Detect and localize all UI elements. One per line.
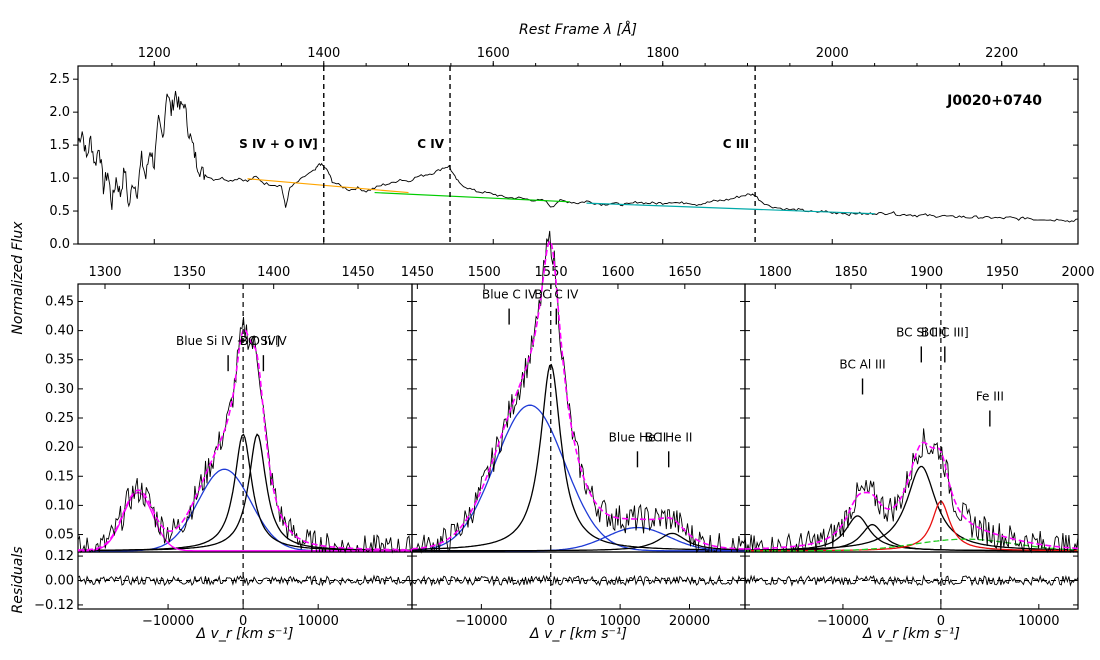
bottom-ytick-label: 0.40 — [45, 324, 74, 339]
panel-top-tick-label: 1650 — [668, 265, 701, 280]
velocity-tick-label: −10000 — [817, 614, 869, 629]
residuals-axis-label: Residuals — [10, 546, 26, 613]
bottom-ytick-label: 0.25 — [45, 411, 74, 426]
top-ytick-label: 2.0 — [49, 105, 70, 120]
data-spectrum — [744, 428, 1079, 554]
panel-top-tick-label: 1450 — [401, 265, 434, 280]
data-spectrum — [411, 230, 746, 554]
top-ytick-label: 2.5 — [49, 72, 70, 87]
resid-ytick-label: −0.12 — [34, 598, 74, 613]
panel-siiv-frame — [77, 283, 413, 553]
velocity-axis-label: Δ v_r [km s⁻¹] — [529, 626, 627, 642]
component-profile — [78, 468, 412, 552]
resid-ytick-label: 0.00 — [45, 574, 74, 589]
line-marker-label: C IV — [417, 137, 444, 151]
component-profile — [411, 404, 745, 552]
velocity-tick-label: 0 — [547, 614, 555, 629]
panel-civ-frame — [411, 283, 746, 553]
component-label: BC C III] — [921, 325, 969, 339]
component-label: BC He II — [645, 430, 693, 444]
component-label: Blue C IV — [482, 288, 537, 302]
object-name: J0020+0740 — [946, 93, 1042, 109]
bottom-ytick-label: 0.20 — [45, 440, 74, 455]
panel-top-tick-label: 1500 — [468, 265, 501, 280]
top-xtick-label: 1800 — [646, 46, 679, 61]
panel-ciii-frame — [744, 283, 1079, 553]
component-label: BC Al III — [839, 357, 885, 371]
top-ytick-label: 1.5 — [49, 138, 70, 153]
velocity-tick-label: −10000 — [142, 614, 194, 629]
top-xtick-label: 1600 — [477, 46, 510, 61]
panel-top-tick-label: 1950 — [986, 265, 1019, 280]
residuals-line — [411, 574, 746, 587]
top-panel-layer: 1200 1400 1600 1800 2000 2200 0.0 0.5 1.0 1.5 2.0 2… — [49, 46, 1079, 252]
top-xtick-label: 2000 — [816, 46, 849, 61]
velocity-tick-label: 20000 — [669, 614, 710, 629]
panel-top-tick-label: 1350 — [173, 265, 206, 280]
velocity-axis-label: Δ v_r [km s⁻¹] — [196, 626, 294, 642]
component-label: BC Si III] — [896, 325, 946, 339]
panel-top-tick-label: 1900 — [910, 265, 943, 280]
velocity-tick-label: 10000 — [1018, 614, 1059, 629]
top-ytick-label: 0.0 — [49, 237, 70, 252]
velocity-tick-label: 0 — [937, 614, 945, 629]
component-label: BC Si IV — [240, 334, 288, 348]
component-profile — [745, 538, 1079, 552]
y-axis-label: Normalized Flux — [10, 221, 26, 335]
panel-top-tick-label: 1450 — [341, 265, 374, 280]
panel-top-tick-label: 1850 — [834, 265, 867, 280]
bottom-ytick-label: 0.45 — [45, 294, 74, 309]
bottom-ytick-label: 0.35 — [45, 353, 74, 368]
component-profile — [412, 363, 745, 551]
component-label: Blue Si IV + O IV] — [176, 334, 280, 348]
residuals-line — [744, 574, 1079, 587]
top-spectrum-line — [77, 90, 1079, 223]
line-marker-label: C III — [723, 137, 749, 151]
resid-ytick-label: 0.12 — [45, 549, 74, 564]
total-model — [744, 441, 1079, 550]
total-model — [411, 239, 746, 550]
bottom-ytick-label: 0.10 — [45, 498, 74, 513]
top-xtick-label: 1400 — [307, 46, 340, 61]
continuum-line — [586, 202, 875, 215]
component-label: Fe III — [976, 390, 1004, 404]
continuum-line — [374, 191, 570, 203]
bottom-ytick-label: 0.30 — [45, 382, 74, 397]
component-label: BC C IV — [534, 288, 579, 302]
component-label: Blue He II — [609, 430, 667, 444]
data-spectrum — [77, 316, 412, 554]
panel-top-tick-label: 2000 — [1061, 265, 1094, 280]
panel-top-tick-label: 1300 — [88, 265, 121, 280]
component-profile — [412, 532, 745, 552]
top-axis-title: Rest Frame λ [Å] — [519, 21, 637, 38]
continuum-line — [247, 178, 409, 194]
top-ytick-label: 0.5 — [49, 204, 70, 219]
top-ytick-label: 1.0 — [49, 171, 70, 186]
panel-top-tick-label: 1600 — [601, 265, 634, 280]
panel-top-tick-label: 1550 — [535, 265, 568, 280]
top-xtick-label: 1200 — [138, 46, 171, 61]
line-marker-label: S IV + O IV] — [239, 137, 318, 151]
velocity-tick-label: 0 — [239, 614, 247, 629]
velocity-tick-label: 10000 — [298, 614, 339, 629]
velocity-tick-label: −10000 — [455, 614, 507, 629]
velocity-tick-label: 10000 — [599, 614, 640, 629]
top-xtick-label: 2200 — [985, 46, 1018, 61]
panel-top-tick-label: 1800 — [759, 265, 792, 280]
top-panel-frame — [77, 65, 1079, 245]
panel-top-tick-label: 1400 — [257, 265, 290, 280]
bottom-panels-layer: 0.05 0.10 0.15 0.20 0.25 0.30 0.35 0.40 0.45 0.12… — [34, 230, 1095, 642]
velocity-axis-label: Δ v_r [km s⁻¹] — [862, 626, 960, 642]
bottom-ytick-label: 0.05 — [45, 528, 74, 543]
bottom-ytick-label: 0.15 — [45, 469, 74, 484]
